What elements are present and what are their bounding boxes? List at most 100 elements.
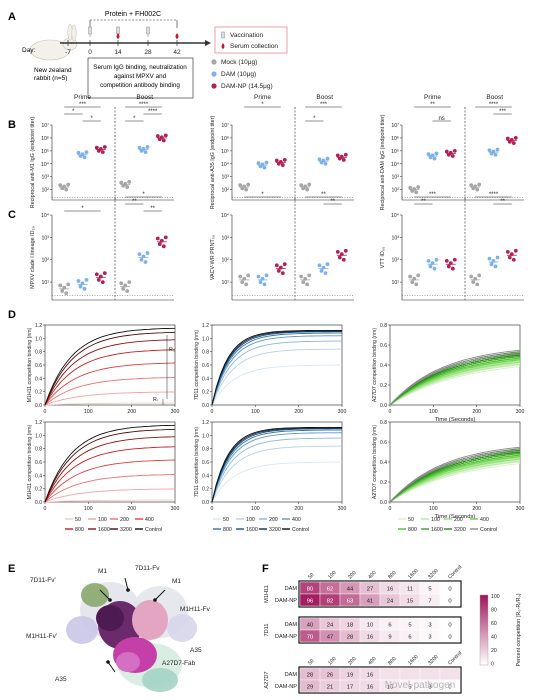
data-point [511, 257, 516, 262]
data-point [434, 151, 439, 156]
data-point [119, 281, 124, 286]
phase-label-boost: Boost [486, 94, 503, 101]
data-point [495, 255, 500, 260]
heatmap-value: 96 [307, 599, 313, 605]
dot-subplot: 10⁷ 10⁶ 10⁵ 10⁴ 10³ 10² Reciprocal anti-DAM Ig… [380, 94, 524, 210]
binding-curve [44, 446, 176, 503]
x-axis-label: Time (Seconds) [435, 514, 476, 520]
heatmap-col-label: 1600 [407, 654, 419, 666]
y-tick-label: 10³ [392, 235, 400, 241]
heatmap-col-label: 100 [327, 570, 337, 580]
legend-label: 200 [120, 517, 129, 523]
data-point [155, 236, 160, 241]
data-point [469, 183, 474, 188]
heatmap-value: 11 [407, 587, 413, 593]
y-tick-label: 10⁴ [391, 162, 399, 168]
legend-label: 200 [269, 517, 278, 523]
heatmap-value: 24 [327, 623, 334, 629]
y-tick-label: 10⁵ [221, 149, 229, 155]
binding-curve [44, 327, 176, 406]
x-tick-label: 300 [516, 506, 525, 512]
data-point [260, 162, 265, 167]
data-point [446, 264, 451, 269]
x-tick-label: 200 [472, 409, 481, 415]
legend-label: 800 [408, 527, 417, 533]
x-tick-label: 0 [389, 506, 392, 512]
data-point [513, 136, 518, 140]
data-point [94, 145, 99, 150]
legend-label: 100 [98, 517, 107, 523]
colorbar-tick: 80 [491, 608, 497, 614]
y-tick-label: 10² [222, 188, 230, 194]
binding-curve [389, 351, 521, 406]
heatmap-row-label: DAM-NP [275, 684, 297, 690]
data-point [64, 187, 69, 192]
day-1: 0 [88, 49, 92, 56]
legend-label: 400 [145, 517, 154, 523]
heatmap-block-frame [298, 666, 462, 694]
legend-label: 3200 [454, 527, 466, 533]
y-axis-label: Reciprocal anti-M1 IgG (endpoint titer) [30, 117, 36, 209]
panel-a-protocol: New zealand rabbit (n=5) Protein + FH002… [22, 11, 288, 99]
heatmap-value: 80 [307, 587, 313, 593]
structure-label-8: A27D7-Fab [162, 660, 196, 667]
colorbar-tick: 60 [491, 621, 497, 627]
data-point [137, 145, 142, 150]
heatmap-row-label: DAM [285, 586, 298, 592]
heatmap-value: 3 [428, 635, 431, 641]
phase-label-boost: Boost [316, 94, 333, 101]
heatmap-col-label: 200 [347, 570, 357, 580]
x-tick-label: 300 [338, 506, 347, 512]
data-point [60, 289, 65, 293]
binding-curve [389, 362, 521, 406]
competition-subplot: 1.2 1.0 0.8 0.6 0.4 0.2 0.00 100 200 300 M1H11 com… [27, 420, 179, 512]
heatmap-value: 17 [347, 685, 353, 691]
data-point [317, 263, 322, 268]
data-point [452, 257, 457, 262]
panel-label-d: D [8, 309, 16, 321]
data-point [121, 286, 126, 291]
syringe-body [221, 31, 225, 39]
assay-box [87, 57, 194, 99]
y-tick-label: 0.2 [202, 487, 209, 493]
data-point [163, 235, 168, 240]
heatmap-col-label: 50 [307, 658, 315, 666]
data-point [262, 282, 267, 287]
legend-label: 1600 [431, 527, 443, 533]
y-tick-label: 10² [392, 258, 400, 264]
data-point [274, 158, 279, 163]
data-point [414, 190, 419, 195]
y-axis-label: VACV-WR PRNT₅₀ [210, 235, 216, 280]
data-point [119, 180, 124, 185]
y-axis-label: Reciprocal anti-DAM IgG (endpoint titer) [380, 114, 386, 210]
legend-label: 1600 [246, 527, 258, 533]
significance-label: ** [132, 199, 137, 205]
data-point [469, 274, 474, 279]
data-point [280, 271, 285, 276]
structure-label-6: A35 [190, 647, 202, 654]
data-point [303, 184, 308, 189]
data-point [256, 274, 261, 279]
data-point [414, 282, 419, 287]
heatmap-row-label: DAM [285, 622, 298, 628]
syringe-body [146, 26, 150, 35]
data-point [78, 284, 83, 289]
data-point [450, 266, 455, 271]
pointer-arrowhead [108, 598, 112, 602]
y-tick-label: 0.4 [380, 460, 387, 466]
x-tick-label: 300 [171, 506, 180, 512]
syringe-body [88, 26, 92, 35]
y-tick-label: 10⁷ [221, 123, 229, 129]
heatmap-value: 5 [408, 685, 411, 691]
y-axis-label: A27D7 competition binding (nm) [372, 328, 378, 402]
binding-curve [389, 456, 521, 503]
group-marker-1 [211, 71, 217, 77]
y-tick-label: 10⁵ [41, 149, 49, 155]
panel-e-structure: 7D11-Fv' M1 7D11-Fv M1 M1H11-Fv' M1H11-Fv A35 A… [26, 565, 211, 692]
heatmap-value: 16 [367, 635, 373, 641]
binding-curve [389, 359, 521, 406]
legend-label: Control [145, 527, 162, 533]
